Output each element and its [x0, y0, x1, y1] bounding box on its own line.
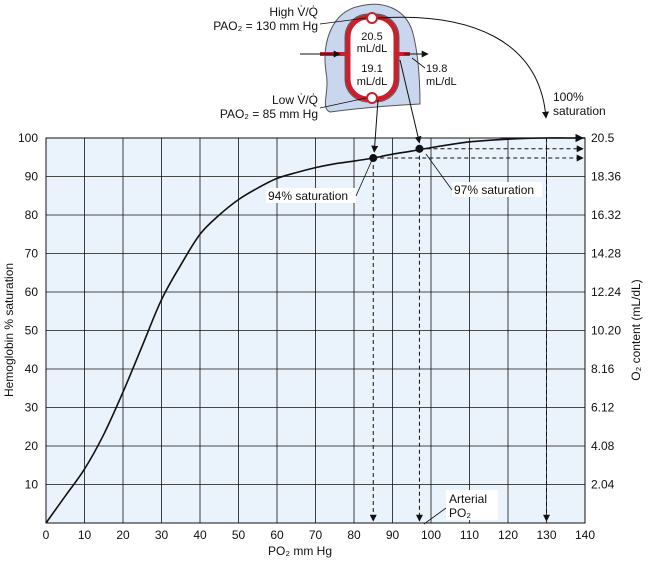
x-axis-label: PO₂ mm Hg	[268, 544, 332, 558]
sat100-label-1: 100%	[553, 90, 584, 104]
x-tick-10: 10	[78, 528, 92, 542]
y-tick-30: 30	[25, 401, 39, 415]
x-tick-50: 50	[232, 528, 246, 542]
y-tick-90: 90	[25, 170, 39, 184]
y-axis-ticks: 10 20 30 40 50 60 70 80 90 100	[18, 131, 38, 492]
content-low-unit: mL/dL	[357, 76, 388, 88]
content-low-value: 19.1	[361, 63, 382, 75]
x-tick-80: 80	[347, 528, 361, 542]
y-axis-label: Hemoglobin % saturation	[2, 263, 16, 397]
y2-tick-2: 6.12	[591, 401, 615, 415]
x-tick-140: 140	[575, 528, 595, 542]
y2-tick-3: 8.16	[591, 362, 615, 376]
y-tick-10: 10	[25, 478, 39, 492]
y2-axis-label: O₂ content (mL/dL)	[629, 279, 643, 380]
x-tick-40: 40	[193, 528, 207, 542]
high-pao2-label: PAO₂ = 130 mm Hg	[213, 19, 318, 33]
arrow-to-94	[371, 99, 379, 153]
y2-tick-1: 4.08	[591, 439, 615, 453]
content-mixed-value: 19.8	[426, 63, 447, 75]
arrow-to-97	[399, 59, 422, 144]
y-tick-20: 20	[25, 439, 39, 453]
y2-tick-9: 20.5	[591, 131, 615, 145]
y-tick-70: 70	[25, 247, 39, 261]
y-tick-80: 80	[25, 208, 39, 222]
x-tick-110: 110	[460, 528, 479, 542]
sat100-label-2: saturation	[553, 104, 606, 118]
x-tick-90: 90	[386, 528, 400, 542]
y2-tick-4: 10.20	[591, 324, 621, 338]
content-high-unit: mL/dL	[357, 43, 388, 55]
low-vq-label: Low V̇/Q̇	[272, 93, 318, 107]
arrow-to-100	[377, 16, 550, 119]
x-tick-120: 120	[498, 528, 518, 542]
x-tick-30: 30	[155, 528, 169, 542]
x-tick-70: 70	[309, 528, 323, 542]
arterial-label-1: Arterial	[449, 492, 487, 506]
curve-points	[369, 144, 424, 163]
x-tick-100: 100	[421, 528, 441, 542]
arterial-label-2: PO₂	[449, 506, 471, 520]
sat94-label: 94% saturation	[268, 189, 348, 203]
sat97-label: 97% saturation	[454, 183, 534, 197]
content-high-value: 20.5	[361, 31, 382, 43]
point-0	[369, 154, 378, 163]
y-tick-50: 50	[25, 324, 39, 338]
content-mixed-unit: mL/dL	[426, 76, 457, 88]
x-tick-60: 60	[270, 528, 284, 542]
alveolus-diagram: 20.5 mL/dL 19.1 mL/dL 19.8 mL/dL	[300, 3, 457, 113]
y-tick-60: 60	[25, 285, 39, 299]
x-tick-130: 130	[536, 528, 556, 542]
point-1	[415, 144, 424, 153]
x-axis-ticks: 0 10 20 30 40 50 60 70 80 90 100 110 120 130 140	[43, 528, 596, 542]
saturation-curve	[45, 137, 585, 524]
y-tick-40: 40	[25, 362, 39, 376]
y-tick-100: 100	[18, 131, 38, 145]
alveolus-low	[366, 92, 378, 104]
y2-axis-ticks: 2.04 4.08 6.12 8.16 10.20 12.24 14.28 16.32 18.3…	[591, 131, 621, 492]
x-tick-0: 0	[43, 528, 50, 542]
y2-tick-6: 14.28	[591, 247, 621, 261]
alveolus-high	[366, 12, 378, 24]
low-pao2-label: PAO₂ = 85 mm Hg	[220, 107, 318, 121]
y2-tick-7: 16.32	[591, 208, 621, 222]
y2-tick-5: 12.24	[591, 285, 621, 299]
y2-tick-8: 18.36	[591, 170, 621, 184]
x-tick-20: 20	[116, 528, 130, 542]
y2-tick-0: 2.04	[591, 478, 615, 492]
high-vq-label: High V̇/Q̇	[269, 5, 318, 19]
